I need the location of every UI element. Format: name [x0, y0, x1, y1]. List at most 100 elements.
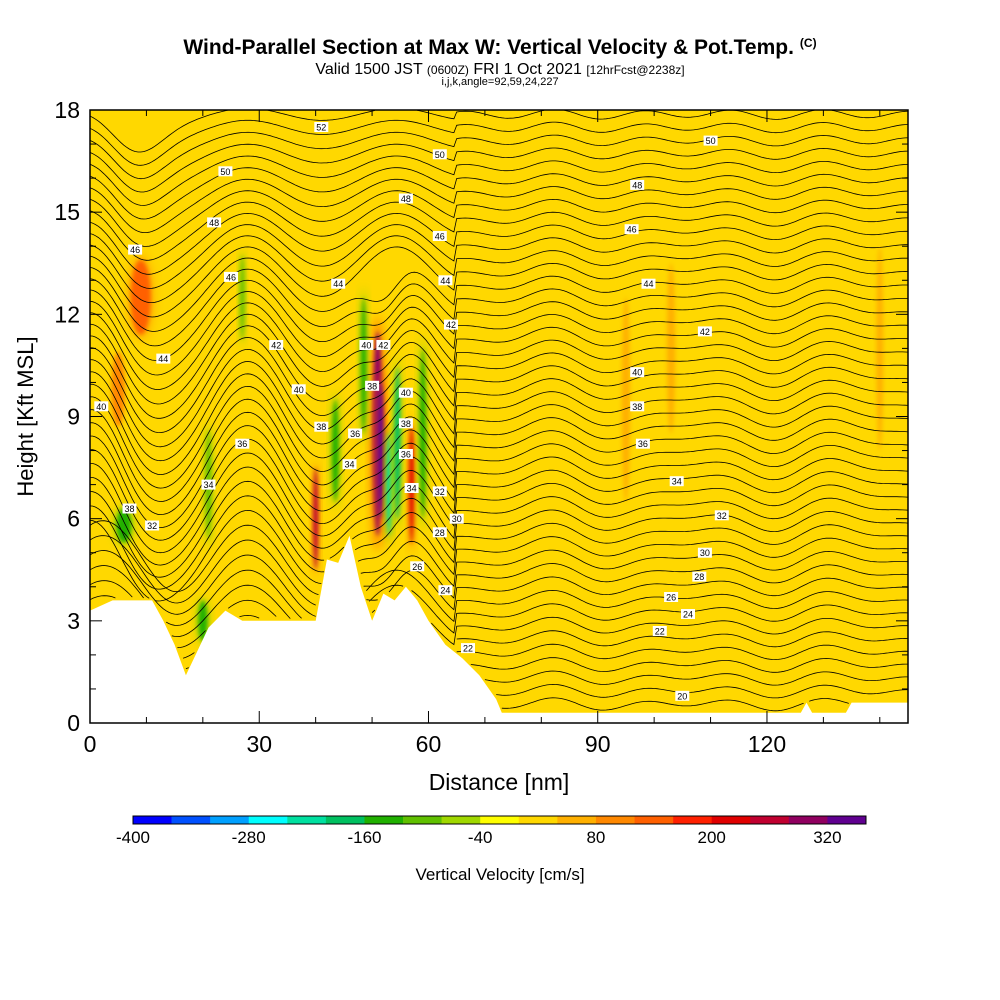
- contour-label-text: 30: [700, 548, 710, 558]
- theta-contour-line: [90, 361, 908, 462]
- contour-label: 32: [714, 510, 729, 521]
- contour-label-bg: [269, 340, 284, 350]
- theta-contour-line: [484, 670, 908, 686]
- contour-label-text: 40: [401, 388, 411, 398]
- contour-label-text: 36: [237, 439, 247, 449]
- theta-contour-line: [90, 565, 908, 626]
- x-tick-label: 120: [748, 731, 786, 757]
- contour-label-bg: [432, 231, 447, 241]
- contour-label-text: 48: [401, 194, 411, 204]
- contour-label-bg: [348, 428, 363, 439]
- contour-label-bg: [398, 387, 413, 398]
- theta-contour-line: [90, 224, 908, 289]
- contour-label: 36: [348, 428, 363, 439]
- contour-label-text: 48: [632, 180, 642, 190]
- forecast-info: [12hrFcst@2238z]: [586, 63, 685, 77]
- theta-contour-line: [90, 246, 908, 318]
- contour-label-bg: [692, 571, 707, 582]
- contour-label: 48: [207, 217, 222, 228]
- theta-contour-line: [90, 509, 908, 602]
- contour-label: 34: [201, 479, 216, 490]
- contour-label-text: 40: [361, 341, 371, 351]
- contour-label: 42: [697, 326, 712, 337]
- contour-label-bg: [376, 340, 391, 350]
- theta-contour-line: [90, 291, 908, 376]
- theta-contour-line: [90, 550, 908, 617]
- contour-label-bg: [630, 179, 645, 190]
- colorbar-swatch: [133, 816, 172, 824]
- y-axis-label: Height [Kft MSL]: [13, 336, 38, 496]
- downdraft-cell: [240, 254, 245, 340]
- contour-label-text: 32: [435, 487, 445, 497]
- updraft-cell: [313, 467, 319, 570]
- colorbar-swatch: [441, 816, 481, 824]
- contour-label-bg: [675, 690, 690, 701]
- colorbar-swatch: [711, 816, 751, 824]
- theta-contour-line: [90, 235, 908, 303]
- contour-label-text: 36: [401, 450, 411, 460]
- colorbar-swatch: [750, 816, 790, 824]
- colorbar: -400 -280 -160 -40 80 200 320 Vertical Velocity…: [116, 815, 867, 884]
- downdraft-cell: [360, 297, 367, 434]
- theta-contour-line: [90, 119, 908, 166]
- contour-label-bg: [635, 438, 650, 449]
- contour-label-text: 46: [130, 245, 140, 255]
- contour-label-text: 52: [316, 123, 326, 133]
- contour-label: 42: [444, 319, 458, 330]
- y-tick-label: 6: [67, 506, 80, 532]
- colorbar-swatch: [480, 816, 520, 824]
- y-tick-label: 3: [67, 608, 80, 634]
- contour-label: 28: [692, 571, 707, 582]
- colorbar-swatch: [557, 816, 597, 824]
- contour-label: 40: [359, 340, 374, 351]
- colorbar-swatch: [634, 816, 674, 824]
- plot-area: 20 22 22 24 24 26 26 28 28 30 30 32 32 32 34 34 34 34 36 36…: [90, 110, 908, 723]
- x-tick-label: 90: [585, 731, 611, 757]
- contour-label-bg: [624, 224, 639, 235]
- theta-contour-line: [90, 438, 908, 541]
- contour-label-text: 34: [672, 477, 682, 487]
- colorbar-swatch: [210, 816, 250, 824]
- contour-label: 46: [128, 244, 143, 255]
- contour-label-text: 50: [706, 136, 716, 146]
- contour-label-bg: [201, 479, 216, 490]
- contour-label-bg: [342, 459, 357, 470]
- theta-contour-line: [90, 337, 908, 434]
- contour-label-text: 36: [350, 429, 360, 439]
- contour-label-bg: [664, 592, 679, 602]
- y-tick-label: 9: [67, 404, 80, 430]
- colorbar-tick-label: -400: [116, 828, 150, 847]
- contour-label: 22: [461, 643, 475, 654]
- contour-label-bg: [331, 278, 346, 289]
- colorbar-swatch: [673, 816, 712, 824]
- theta-contour-line: [501, 697, 849, 712]
- contour-label-bg: [156, 353, 171, 364]
- contour-label: 34: [342, 459, 357, 470]
- contour-label: 46: [432, 231, 447, 242]
- theta-contour-line: [90, 580, 908, 638]
- contour-label-bg: [235, 438, 250, 449]
- contour-label-text: 46: [627, 225, 637, 235]
- contour-label-bg: [432, 486, 447, 497]
- contour-label-bg: [218, 166, 233, 177]
- contour-label-text: 44: [440, 276, 450, 286]
- theta-contour-line: [90, 302, 908, 390]
- contour-label: 50: [703, 135, 718, 146]
- contour-label-text: 44: [643, 279, 653, 289]
- contour-label-text: 44: [158, 354, 168, 364]
- contour-label-text: 36: [638, 439, 648, 449]
- contour-label-text: 42: [700, 327, 710, 337]
- theta-contour-line: [90, 178, 908, 233]
- contour-label-bg: [432, 149, 447, 160]
- theta-contour-line: [90, 535, 908, 606]
- contour-label: 24: [438, 585, 453, 596]
- section-indices: i,j,k,angle=92,59,24,227: [441, 76, 559, 88]
- contour-label-bg: [681, 609, 695, 619]
- contour-label-bg: [438, 275, 453, 286]
- contour-label: 42: [269, 340, 284, 351]
- colorbar-swatch: [788, 816, 828, 824]
- theta-contour-line: [90, 279, 908, 361]
- updraft-cell: [876, 246, 884, 451]
